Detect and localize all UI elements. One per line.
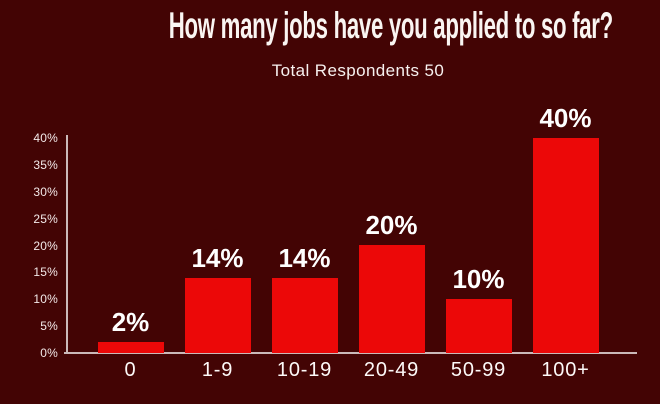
bar: [184, 278, 251, 353]
bar: [532, 138, 599, 353]
y-axis-tick-label: 5%: [40, 319, 58, 334]
y-axis-tick-label: 40%: [33, 131, 58, 145]
bar: [97, 342, 164, 353]
y-axis-tick-label: 0%: [40, 346, 58, 360]
y-axis-tick-label: 15%: [33, 265, 58, 280]
y-axis-line: [66, 135, 68, 354]
chart-subtitle: Total Respondents 50: [271, 61, 445, 80]
y-axis-tick-label: 35%: [33, 157, 58, 172]
bar-value-label: 14%: [278, 243, 331, 273]
bar: [271, 278, 338, 353]
bar-category-label: 10-19: [276, 359, 333, 381]
y-axis-tick-label: 25%: [33, 211, 58, 226]
bar-category-label: 1-9: [201, 359, 234, 381]
bar-value-label: 10%: [452, 264, 505, 294]
bar-value-label: 20%: [365, 210, 418, 240]
y-axis-tick-label: 30%: [33, 184, 58, 199]
x-axis-line: [64, 352, 637, 354]
y-axis-tick-label: 10%: [33, 292, 58, 307]
bar: [358, 245, 425, 353]
chart-title: How many jobs have you applied to so far…: [168, 5, 613, 46]
bar-value-label: 2%: [111, 307, 150, 337]
bar: [445, 299, 512, 353]
bar-category-label: 20-49: [363, 359, 420, 381]
bar-value-label: 40%: [539, 103, 592, 133]
bar-value-label: 14%: [191, 243, 244, 273]
bar-category-label: 50-99: [450, 359, 507, 381]
bar-category-label: 0: [124, 359, 137, 381]
bar-category-label: 100+: [541, 359, 590, 381]
y-axis-tick-label: 20%: [33, 238, 58, 253]
